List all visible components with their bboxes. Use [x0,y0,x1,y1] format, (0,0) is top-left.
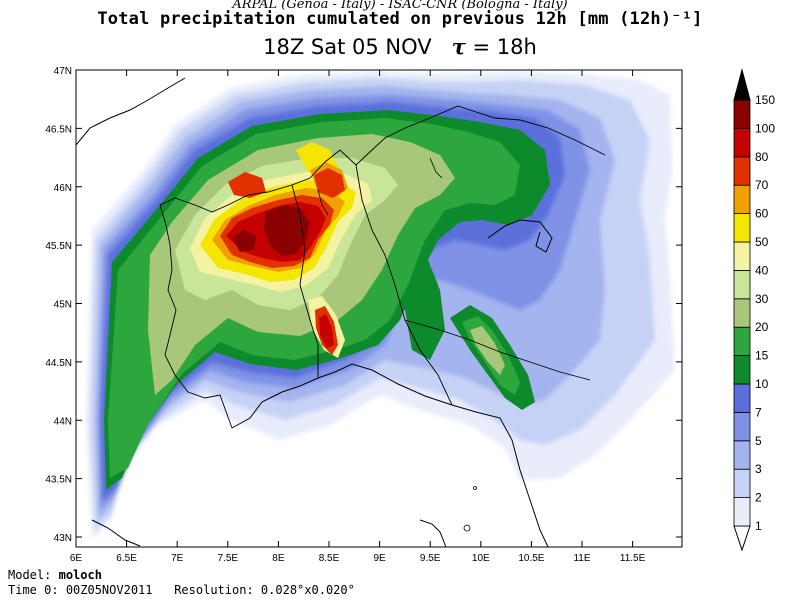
colorbar-box [733,411,751,442]
colorbar-box [733,383,751,413]
colorbar-level-label: 3 [755,462,762,476]
time-text: 18Z Sat 05 NOV [263,35,432,59]
lake-maggiore [317,189,329,216]
model-value: moloch [58,568,102,582]
regional-border-lombardy [355,164,453,406]
lon-tick-label: 6.5E [116,553,137,564]
lat-tick-label: 47N [54,66,72,77]
colorbar-level-label: 10 [755,377,769,391]
map-frame [75,69,683,548]
tau-value: = 18h [472,35,537,59]
lon-tick-label: 9.5E [420,553,441,564]
lat-tick-label: 44N [54,416,72,427]
lon-tick-label: 8E [272,553,285,564]
regional-border-west [159,204,233,429]
colorbar-box [733,184,751,214]
lon-tick-label: 7E [171,553,184,564]
geographic-lines [76,77,606,547]
model-label: Model: [8,568,52,582]
resolution-label: Resolution: [174,583,254,597]
model-line: Model: moloch [8,568,102,582]
colorbar-box [733,355,751,385]
colorbar-level-label: 7 [755,405,762,419]
lon-tick-label: 7.5E [218,553,239,564]
colorbar-level-label: 15 [755,349,769,363]
time0-value: 00Z05NOV2011 [65,583,153,597]
colorbar-level-label: 1 [755,519,762,533]
coastline-north [76,77,186,146]
lon-tick-label: 11.5E [620,553,646,564]
colorbar-box [733,440,751,470]
regional-border-emilia [404,319,591,381]
colorbar-level-label: 50 [755,235,769,249]
lon-tick-label: 10E [472,553,490,564]
lon-tick-label: 10.5E [518,553,544,564]
colorbar-level-label: 70 [755,178,769,192]
lat-tick-label: 43.5N [45,475,72,486]
contour-100mm [264,205,310,256]
colorbar-level-label: 60 [755,207,769,221]
lat-tick-label: 46N [54,183,72,194]
island-elba [463,524,471,532]
lat-tick-label: 46.5N [45,124,72,135]
colorbar-low-triangle [733,525,751,552]
colorbar-high-triangle [733,68,751,101]
colorbar-box [733,497,751,527]
colorbar-level-label: 30 [755,292,769,306]
contour-70mm-ne [314,168,345,198]
credit-line: ARPAL (Genoa - Italy) - ISAC-CNR (Bologn… [232,0,568,12]
lon-tick-label: 6E [70,553,83,564]
time0-label: Time 0: [8,583,59,597]
lat-tick-label: 43N [54,533,72,544]
colorbar-box [733,241,751,271]
coastline [231,363,549,547]
lon-tick-label: 9E [373,553,386,564]
tau-symbol: τ [451,34,466,59]
longitude-axis: 6E 6.5E 7E 7.5E 8E 8.5E 9E 9.5E 10E 10.5E 11E 11.5E [70,70,646,564]
regional-border-piedmont [291,184,319,378]
colorbar-box [733,326,751,357]
colorbar-level-label: 80 [755,150,769,164]
lat-tick-label: 45N [54,300,72,311]
contour-20mm-band-east [470,326,505,375]
contour-70mm-north [228,172,266,198]
colorbar-level-label: 20 [755,320,769,334]
colorbar-level-label: 40 [755,263,769,277]
colorbar-level-label: 100 [755,121,775,135]
contour-80mm-south [319,314,334,348]
lake-garda [429,157,443,179]
colorbar-box [733,269,751,300]
colorbar-box [733,213,751,243]
contour-100mm-west [232,230,256,252]
colorbar-box [733,156,751,186]
lon-tick-label: 8.5E [319,553,340,564]
lat-tick-label: 44.5N [45,358,72,369]
corsica-cap [419,519,447,547]
latitude-axis: 47N 46.5N 46N 45.5N 45N 44.5N 44N 43.5N 43N [45,66,682,544]
colorbar-box [733,99,751,129]
coastline-adriatic [487,219,553,253]
lat-tick-label: 45.5N [45,241,72,252]
colorbar-box [733,468,751,499]
colorbar-box [733,298,751,328]
colorbar-level-label: 5 [755,434,762,448]
run-info-line: Time 0: 00Z05NOV2011 Resolution: 0.028°x… [8,583,355,597]
resolution-value: 0.028°x0.020° [260,583,355,597]
colorbar-box [733,127,751,158]
colorbar-level-label: 2 [755,491,762,505]
colorbar-legend: 1 2 3 5 7 10 15 20 30 40 50 60 70 80 100 150 [733,68,775,552]
valid-time-label: 18Z Sat 05 NOV τ = 18h [0,34,800,59]
coastline-riviera [91,519,141,547]
precipitation-field [86,72,675,540]
lon-tick-label: 11E [573,553,590,564]
colorbar-level-label: 150 [755,93,775,107]
chart-title: Total precipitation cumulated on previou… [97,9,703,29]
island-capraia [473,486,477,490]
